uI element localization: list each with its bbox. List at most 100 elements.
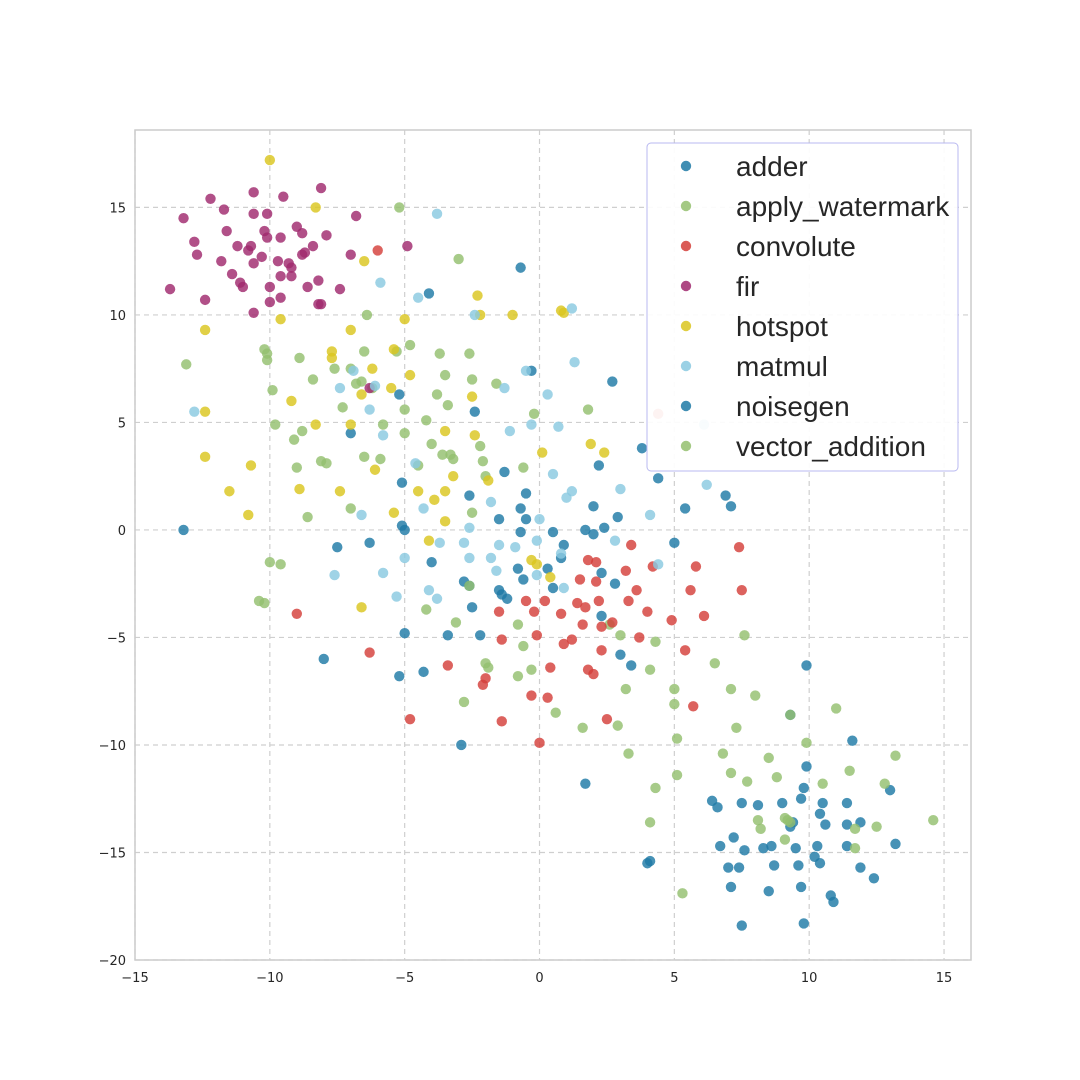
data-point xyxy=(582,554,594,566)
data-point xyxy=(264,154,276,166)
data-point xyxy=(515,503,526,514)
data-point xyxy=(590,576,602,587)
legend-marker xyxy=(680,400,692,412)
data-point xyxy=(466,391,478,402)
data-point xyxy=(345,324,356,336)
data-point xyxy=(731,722,742,733)
data-point xyxy=(685,584,696,596)
data-point xyxy=(512,670,524,682)
data-point xyxy=(890,838,901,850)
data-point xyxy=(580,602,591,613)
data-point xyxy=(558,307,569,318)
data-point xyxy=(261,208,273,220)
data-point xyxy=(669,698,680,710)
data-point xyxy=(404,369,416,381)
data-point xyxy=(337,402,348,413)
data-point xyxy=(766,840,777,852)
legend-label: adder xyxy=(736,151,808,182)
data-point xyxy=(377,419,389,430)
data-point xyxy=(326,352,338,364)
legend-item: noisegen xyxy=(680,391,850,422)
data-point xyxy=(464,490,475,501)
series-convolute xyxy=(291,245,747,749)
data-point xyxy=(466,507,478,518)
data-point xyxy=(458,537,470,549)
data-point xyxy=(445,449,456,460)
data-point xyxy=(232,240,243,252)
data-point xyxy=(286,271,297,282)
data-point xyxy=(669,537,680,549)
data-point xyxy=(434,537,445,549)
y-tick-label: 10 xyxy=(109,309,126,324)
data-point xyxy=(442,660,454,671)
data-point xyxy=(267,384,278,396)
data-point xyxy=(310,419,321,430)
data-point xyxy=(248,208,259,220)
data-point xyxy=(720,490,731,501)
data-point xyxy=(439,425,451,437)
data-point xyxy=(270,419,281,430)
legend-marker xyxy=(680,240,692,252)
data-point xyxy=(572,597,583,609)
data-point xyxy=(623,595,634,607)
data-point xyxy=(518,574,529,585)
data-point xyxy=(261,232,273,243)
data-point xyxy=(539,595,551,607)
series-hotspot xyxy=(199,154,610,613)
data-point xyxy=(318,653,329,665)
data-point xyxy=(620,565,632,577)
legend-item: adder xyxy=(680,151,808,182)
data-point xyxy=(785,709,796,721)
data-point xyxy=(364,537,375,549)
data-point xyxy=(334,283,346,295)
data-point xyxy=(369,464,381,475)
data-point xyxy=(547,582,559,594)
data-point xyxy=(733,541,745,553)
data-point xyxy=(596,567,607,579)
data-point xyxy=(612,511,623,523)
data-point xyxy=(574,574,586,585)
y-tick-label: 15 xyxy=(109,201,126,216)
data-point xyxy=(752,799,764,811)
data-point xyxy=(607,376,618,387)
legend-label: convolute xyxy=(736,231,856,262)
data-point xyxy=(426,557,437,568)
data-point xyxy=(377,430,389,441)
data-point xyxy=(620,683,632,695)
data-point xyxy=(464,522,475,533)
data-point xyxy=(669,683,680,695)
data-point xyxy=(801,737,812,749)
data-point xyxy=(291,462,303,473)
data-point xyxy=(294,483,305,495)
data-point xyxy=(588,501,599,512)
data-point xyxy=(644,817,656,828)
data-point xyxy=(245,460,257,471)
data-point xyxy=(879,778,890,789)
data-point xyxy=(345,419,356,430)
data-point xyxy=(359,346,370,357)
data-point xyxy=(472,290,483,301)
data-point xyxy=(652,559,664,570)
data-point xyxy=(439,369,451,381)
data-point xyxy=(580,778,591,789)
legend-item: fir xyxy=(680,271,759,302)
data-point xyxy=(464,580,475,592)
data-point xyxy=(580,524,591,536)
data-point xyxy=(496,634,507,645)
data-point xyxy=(469,430,480,441)
data-point xyxy=(418,666,429,678)
data-point xyxy=(259,597,270,609)
data-point xyxy=(402,240,413,252)
data-point xyxy=(512,619,524,630)
data-point xyxy=(297,425,308,437)
legend-box xyxy=(646,142,959,472)
data-point xyxy=(590,557,602,568)
data-point xyxy=(830,703,842,714)
data-point xyxy=(504,425,516,437)
data-point xyxy=(631,584,642,596)
data-point xyxy=(350,378,362,389)
data-point xyxy=(849,823,861,835)
data-point xyxy=(394,389,405,400)
data-point xyxy=(712,802,723,813)
data-point xyxy=(537,447,548,458)
